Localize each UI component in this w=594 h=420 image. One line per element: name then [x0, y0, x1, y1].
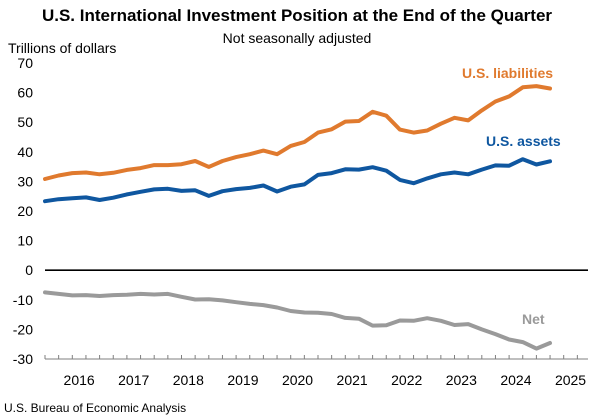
x-tick-label: 2016: [64, 372, 95, 388]
y-tick-label: 10: [17, 233, 33, 249]
y-tick-label: 70: [17, 55, 33, 71]
x-tick-label: 2024: [500, 372, 531, 388]
series-line-assets: [43, 157, 552, 204]
y-tick-label: 60: [17, 85, 33, 101]
y-tick-label: -20: [13, 321, 33, 337]
y-axis: 70 60 50 40 30 20 10 0 -10 -20 -30: [13, 55, 588, 367]
chart-title: U.S. International Investment Position a…: [41, 6, 553, 25]
x-tick-label: 2023: [446, 372, 477, 388]
x-tick-label: 2022: [391, 372, 422, 388]
series-lines: [43, 84, 552, 351]
y-tick-label: 30: [17, 173, 33, 189]
series-line-net: [43, 290, 552, 351]
series-label-assets: U.S. assets: [486, 133, 561, 149]
chart-subtitle: Not seasonally adjusted: [222, 30, 372, 46]
series-label-net: Net: [522, 311, 545, 327]
x-axis: 2016 2017 2018 2019 2020 2021 2022 2023 2024 2025: [44, 355, 588, 388]
x-tick-label: 2019: [227, 372, 258, 388]
x-tick-label: 2020: [282, 372, 313, 388]
series-line-liabilities: [43, 84, 552, 181]
series-labels: U.S. liabilities U.S. assets Net: [462, 65, 561, 327]
x-tick-label: 2025: [555, 372, 586, 388]
y-tick-label: 0: [25, 262, 33, 278]
y-tick-label: -10: [13, 292, 33, 308]
y-tick-label: -30: [13, 351, 33, 367]
y-tick-label: 20: [17, 203, 33, 219]
x-tick-label: 2017: [118, 372, 149, 388]
series-label-liabilities: U.S. liabilities: [462, 65, 553, 81]
y-axis-title: Trillions of dollars: [8, 40, 117, 56]
source-note: U.S. Bureau of Economic Analysis: [4, 401, 187, 415]
y-tick-label: 50: [17, 114, 33, 130]
x-tick-label: 2018: [173, 372, 204, 388]
y-tick-label: 40: [17, 144, 33, 160]
x-tick-label: 2021: [337, 372, 368, 388]
